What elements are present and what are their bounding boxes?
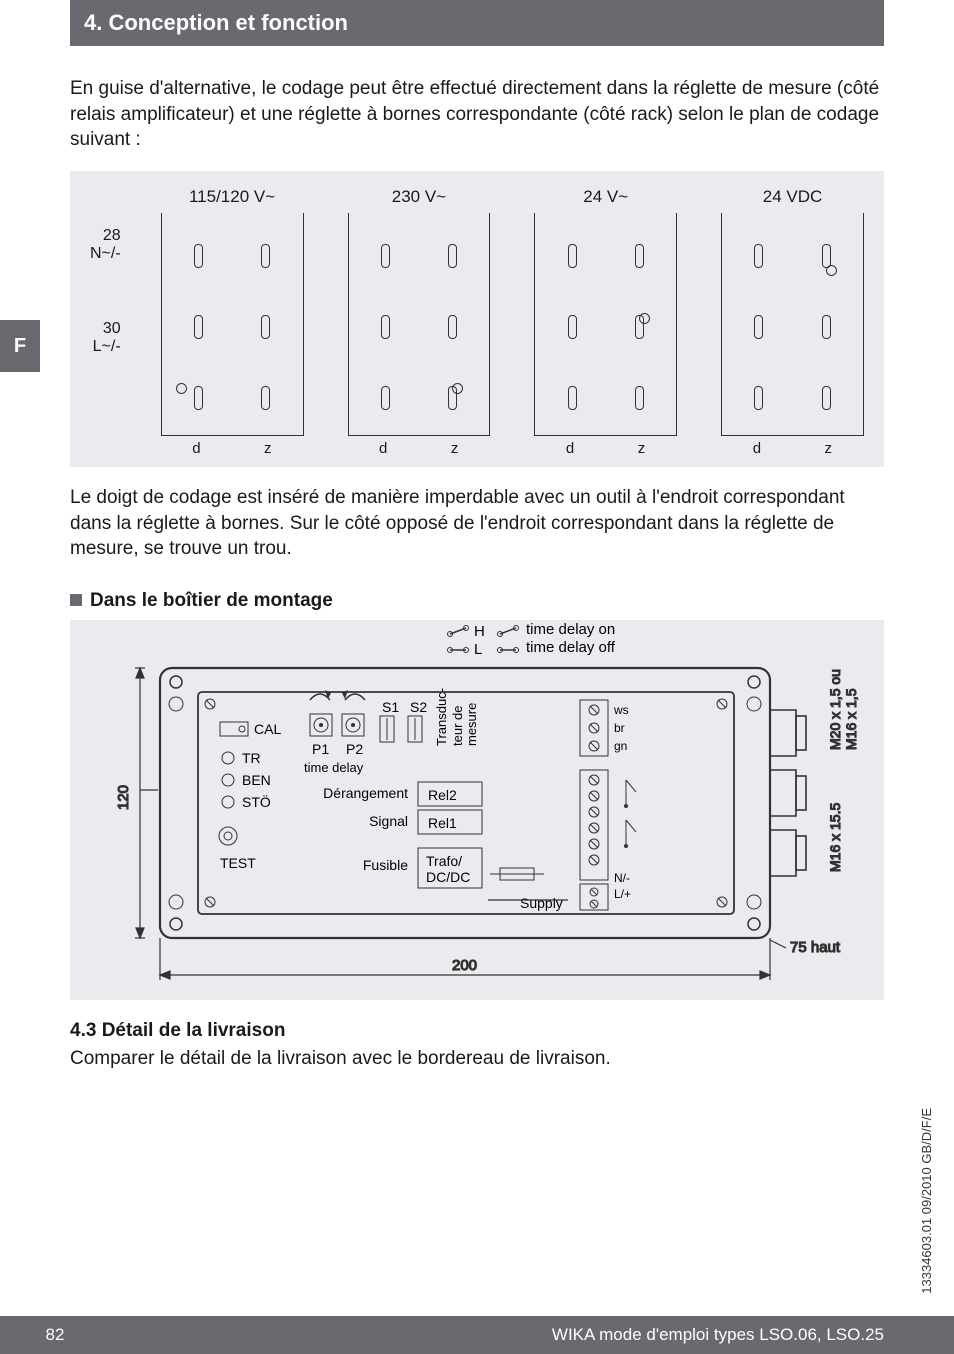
lbl-signal: Signal [369,813,408,829]
slot-icon [635,386,644,410]
lbl-derange: Dérangement [323,785,408,801]
slot-icon [194,386,203,410]
row-30: 30 [103,320,121,337]
voltage-label: 230 V~ [348,187,491,207]
slot-icon [261,315,270,339]
lbl-trans2: teur de [450,705,465,745]
lbl-br: br [614,721,625,735]
legend-on: time delay on [526,621,615,638]
voltage-label: 24 V~ [534,187,677,207]
lbl-nminus: N/- [614,871,630,885]
sec43-title: 4.3 Détail de la livraison [70,1020,884,1042]
voltage-column: 115/120 V~ dz [161,187,304,457]
slot-icon [754,244,763,268]
col-z: z [606,440,677,457]
lbl-p2: P2 [346,741,363,757]
hole-icon [826,265,837,276]
footer-title: WIKA mode d'emploi types LSO.06, LSO.25 [110,1325,954,1345]
lbl-sto: STÖ [242,793,271,810]
language-tab: F [0,320,40,372]
sec43-text: Comparer le détail de la livraison avec … [70,1046,884,1072]
col-d: d [534,440,605,457]
voltage-column: 24 VDC dz [721,187,864,457]
coding-diagram: 28N~/- 30L~/- 115/120 V~dz230 V~dz24 V~d… [70,171,884,467]
after-diagram-text: Le doigt de codage est inséré de manière… [70,485,884,562]
page-number: 82 [0,1325,110,1345]
dim-depth: 75 haut [790,939,841,956]
slot-icon [448,244,457,268]
intro-paragraph: En guise d'alternative, le codage peut ê… [70,76,884,153]
dim-120: 120 [115,785,132,810]
slot-icon [568,315,577,339]
lbl-s1: S1 [382,699,399,715]
lbl-ben: BEN [242,772,271,788]
slot-icon [381,244,390,268]
hole-icon [639,313,650,324]
legend-h: H [474,623,485,640]
lbl-supply: Supply [520,895,563,911]
row-n: N~/- [90,245,121,262]
row-l: L~/- [93,338,121,355]
col-z: z [419,440,490,457]
hole-icon [176,383,187,394]
row-labels: 28N~/- 30L~/- [90,187,121,457]
lbl-tr: TR [242,750,261,766]
lbl-timedelay: time delay [304,760,364,775]
dim-m20: M20 x 1,5 ou [827,669,843,750]
legend-off: time delay off [526,639,616,656]
slot-icon [194,315,203,339]
lbl-p1: P1 [312,741,329,757]
col-d: d [348,440,419,457]
voltage-label: 24 VDC [721,187,864,207]
mount-svg: H L time delay on time delay off CAL TR … [70,620,884,1000]
slot-icon [261,386,270,410]
lbl-test: TEST [220,855,256,871]
slot-icon [381,315,390,339]
voltage-column: 24 V~ dz [534,187,677,457]
slot-icon [568,244,577,268]
slot-icon [822,315,831,339]
footer: 82 WIKA mode d'emploi types LSO.06, LSO.… [0,1316,954,1354]
slot-icon [822,386,831,410]
lbl-trafo: Trafo/ [426,853,462,869]
slot-icon [635,244,644,268]
slot-icon [754,315,763,339]
lbl-lplus: L/+ [614,887,631,901]
slot-icon [381,386,390,410]
legend-l: L [474,641,482,658]
slot-icon [261,244,270,268]
col-z: z [793,440,864,457]
lbl-ws: ws [613,703,629,717]
lbl-cal: CAL [254,721,281,737]
slot-icon [754,386,763,410]
slot-icon [568,386,577,410]
mount-diagram: H L time delay on time delay off CAL TR … [70,620,884,1000]
section-title: 4. Conception et fonction [84,10,348,35]
row-28: 28 [103,227,121,244]
lbl-dcdc: DC/DC [426,869,470,885]
dim-200: 200 [452,957,477,974]
lbl-trans1: Transduc- [434,688,449,746]
language-tab-label: F [14,335,26,358]
lbl-gn: gn [614,739,627,753]
col-d: d [161,440,232,457]
subheading-text: Dans le boîtier de montage [90,590,333,611]
doc-code: 13334603.01 09/2010 GB/D/F/E [919,1108,934,1294]
dim-m16b: M16 x 15.5 [827,802,843,871]
voltage-label: 115/120 V~ [161,187,304,207]
subheading: Dans le boîtier de montage [70,590,884,612]
dim-m16a: M16 x 1,5 [843,688,859,750]
col-d: d [721,440,792,457]
slot-icon [448,315,457,339]
section-header: 4. Conception et fonction [70,0,884,46]
lbl-rel2: Rel2 [428,787,457,803]
lbl-s2: S2 [410,699,427,715]
lbl-trans3: mesure [464,702,479,745]
col-z: z [232,440,303,457]
voltage-column: 230 V~ dz [348,187,491,457]
bullet-icon [70,594,82,606]
slot-icon [194,244,203,268]
lbl-rel1: Rel1 [428,815,457,831]
lbl-fusible: Fusible [363,857,408,873]
